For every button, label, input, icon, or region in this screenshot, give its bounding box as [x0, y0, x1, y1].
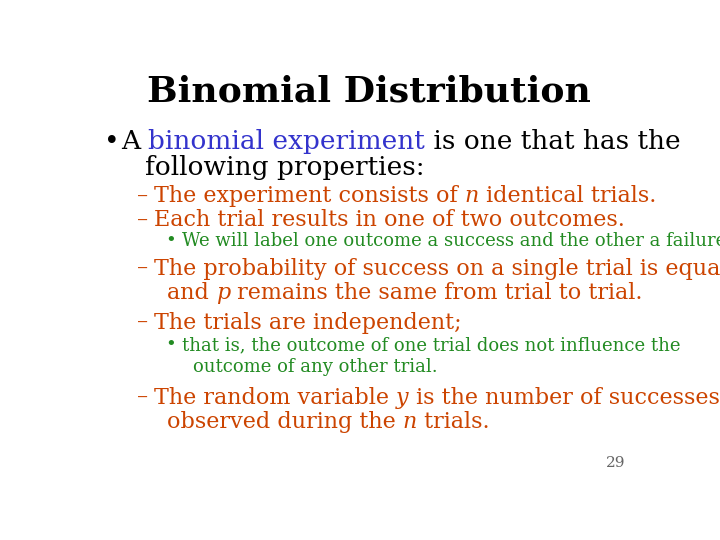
Text: –: – [138, 387, 148, 409]
Text: and: and [167, 282, 216, 304]
Text: •: • [166, 336, 176, 354]
Text: following properties:: following properties: [145, 155, 424, 180]
Text: binomial experiment: binomial experiment [148, 129, 425, 154]
Text: p: p [216, 282, 230, 304]
Text: that is, the outcome of one trial does not influence the: that is, the outcome of one trial does n… [182, 336, 680, 354]
Text: identical trials.: identical trials. [480, 185, 657, 207]
Text: The random variable: The random variable [154, 387, 396, 409]
Text: outcome of any other trial.: outcome of any other trial. [193, 358, 438, 376]
Text: is one that has the: is one that has the [425, 129, 680, 154]
Text: –: – [138, 312, 148, 334]
Text: is the number of successes: is the number of successes [409, 387, 720, 409]
Text: observed during the: observed during the [167, 411, 403, 433]
Text: –: – [138, 258, 148, 280]
Text: –: – [138, 185, 148, 207]
Text: The probability of success on a single trial is equal to: The probability of success on a single t… [154, 258, 720, 280]
Text: trials.: trials. [418, 411, 490, 433]
Text: •: • [104, 129, 120, 154]
Text: The trials are independent;: The trials are independent; [154, 312, 462, 334]
Text: 29: 29 [606, 456, 626, 470]
Text: n: n [465, 185, 480, 207]
Text: We will label one outcome a success and the other a failure.: We will label one outcome a success and … [182, 232, 720, 250]
Text: remains the same from trial to trial.: remains the same from trial to trial. [230, 282, 643, 304]
Text: A: A [121, 129, 148, 154]
Text: The experiment consists of: The experiment consists of [154, 185, 465, 207]
Text: Binomial Distribution: Binomial Distribution [147, 75, 591, 109]
Text: n: n [403, 411, 418, 433]
Text: •: • [166, 232, 176, 250]
Text: y: y [396, 387, 409, 409]
Text: –: – [138, 210, 148, 232]
Text: Each trial results in one of two outcomes.: Each trial results in one of two outcome… [154, 210, 625, 232]
